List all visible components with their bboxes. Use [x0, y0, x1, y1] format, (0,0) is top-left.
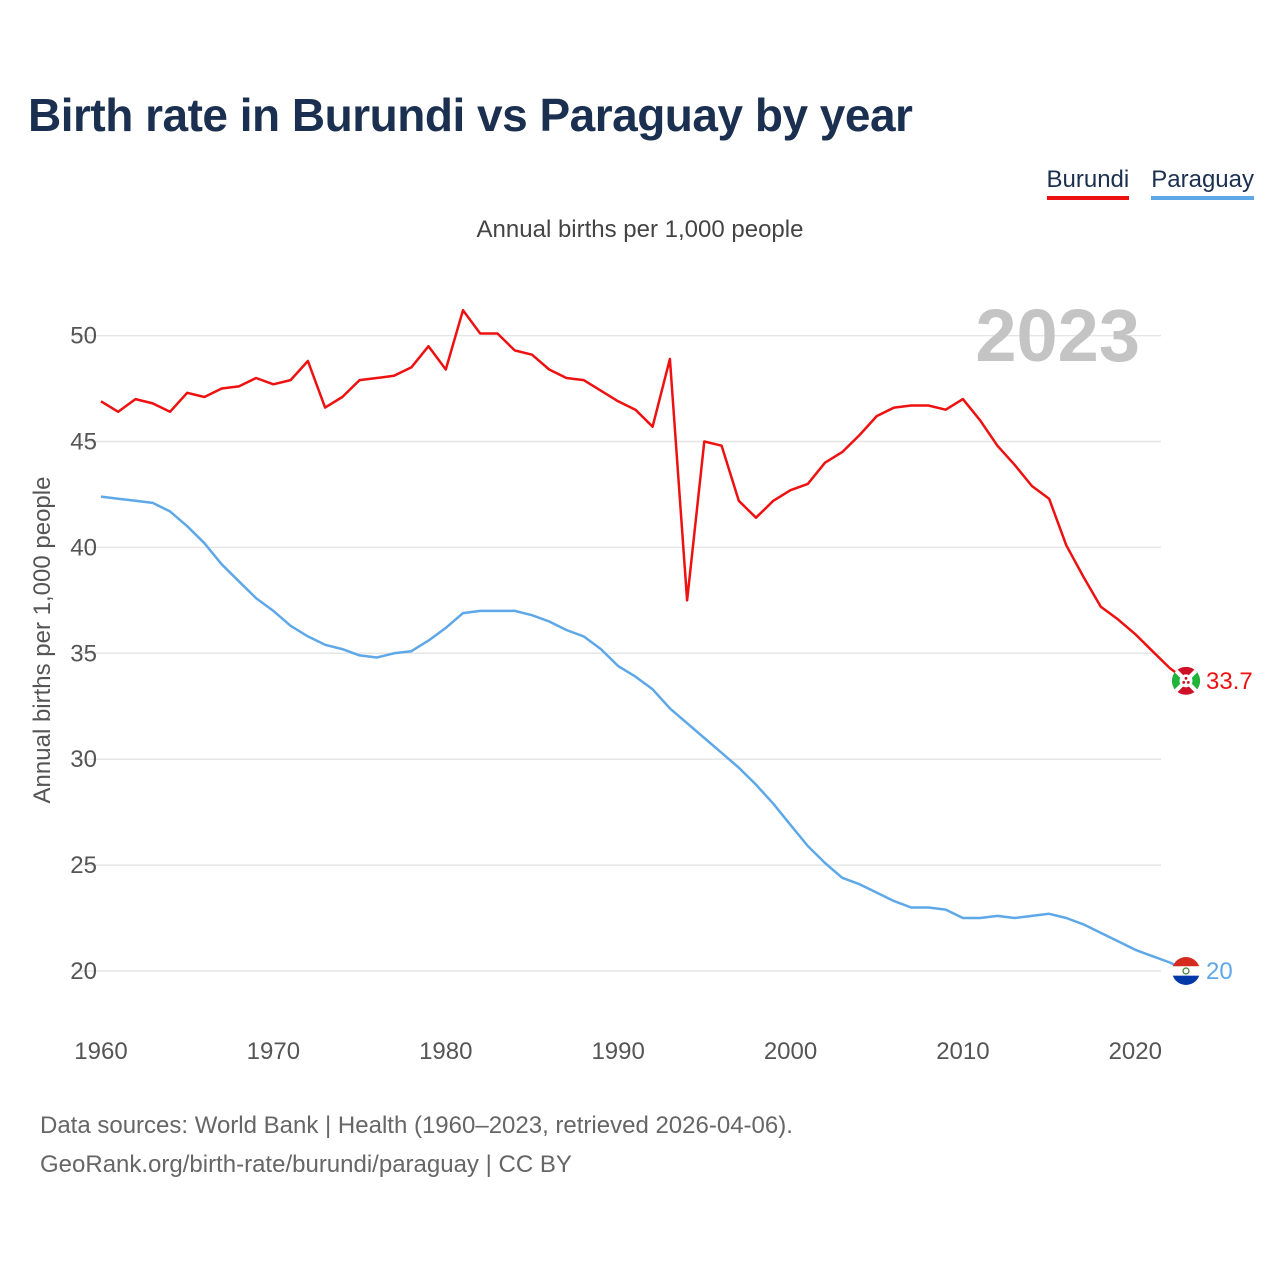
series-line-burundi — [100, 308, 1188, 682]
gridlines — [75, 334, 1161, 972]
series-lines — [100, 308, 1188, 973]
y-axis-ticks: 20 25 30 35 40 45 50 — [70, 323, 97, 985]
x-tick-label: 1990 — [591, 1038, 644, 1065]
paraguay-flag-icon — [1172, 957, 1200, 985]
y-tick-label: 30 — [70, 746, 97, 773]
legend-item-burundi[interactable]: Burundi — [1046, 166, 1130, 200]
y-tick-label: 25 — [70, 852, 97, 879]
x-tick-label: 1980 — [419, 1038, 472, 1065]
burundi-flag-icon — [1172, 666, 1200, 695]
x-tick-label: 1960 — [74, 1038, 127, 1065]
x-tick-label: 1970 — [247, 1038, 300, 1065]
year-watermark: 2023 — [975, 294, 1140, 377]
series-line-paraguay — [100, 495, 1188, 973]
x-tick-label: 2010 — [936, 1038, 989, 1065]
line-chart: 20 25 30 35 40 45 50 1960 1970 1980 1990 2000 2010 2… — [29, 294, 1253, 1065]
legend-item-paraguay[interactable]: Paraguay — [1151, 166, 1254, 200]
end-value-label-burundi: 33.7 — [1206, 668, 1253, 695]
series-end-markers: 33.7 20 — [1172, 666, 1253, 985]
y-axis-label: Annual births per 1,000 people — [29, 477, 56, 804]
x-axis-ticks: 1960 1970 1980 1990 2000 2010 2020 — [74, 1038, 1162, 1065]
source-link[interactable]: GeoRank.org/birth-rate/burundi/paraguay … — [40, 1151, 572, 1178]
source-line: Data sources: World Bank | Health (1960–… — [40, 1112, 793, 1139]
x-tick-label: 2020 — [1109, 1038, 1162, 1065]
y-tick-label: 45 — [70, 429, 97, 456]
end-value-label-paraguay: 20 — [1206, 958, 1233, 985]
y-tick-label: 20 — [70, 958, 97, 985]
x-tick-label: 2000 — [764, 1038, 817, 1065]
y-tick-label: 50 — [70, 323, 97, 350]
y-tick-label: 40 — [70, 534, 97, 561]
source-note: Data sources: World Bank | Health (1960–… — [40, 1106, 793, 1184]
chart-subtitle: Annual births per 1,000 people — [476, 216, 804, 243]
legend: Burundi Paraguay — [1046, 166, 1254, 200]
chart-title: Birth rate in Burundi vs Paraguay by yea… — [28, 89, 913, 141]
y-tick-label: 35 — [70, 640, 97, 667]
